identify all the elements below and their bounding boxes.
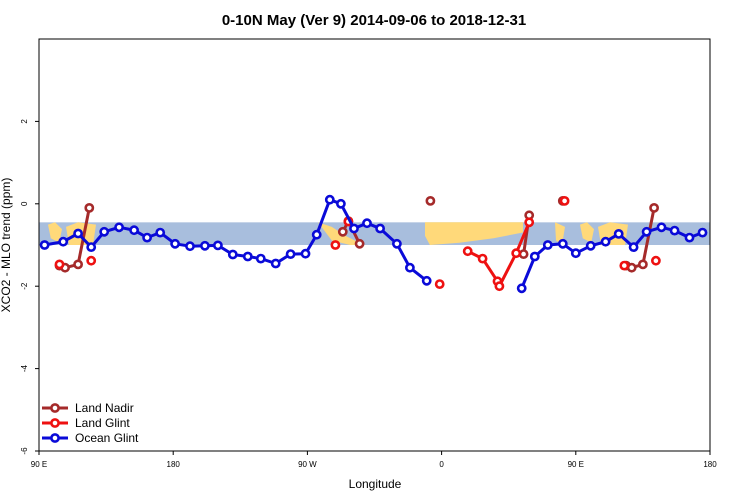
data-point	[155, 227, 166, 238]
data-point	[559, 195, 570, 206]
series-line	[44, 198, 428, 282]
data-point	[199, 240, 210, 251]
series-layer	[39, 194, 708, 294]
ocean-band	[39, 222, 710, 245]
data-point	[330, 240, 341, 250]
data-point	[404, 262, 415, 273]
data-point	[86, 242, 97, 252]
data-point	[462, 246, 473, 257]
legend-label: Land Nadir	[75, 401, 134, 415]
legend-item: Land Glint	[42, 416, 130, 430]
data-point	[619, 260, 630, 271]
data-point	[684, 232, 695, 243]
data-point	[270, 258, 281, 269]
data-point	[529, 251, 540, 262]
data-point	[129, 225, 139, 236]
y-axis-ticks: -6 -4 -2 0 2	[20, 119, 39, 455]
data-point	[516, 283, 527, 294]
data-point	[39, 240, 50, 250]
x-tick-label: 90 W	[298, 460, 317, 469]
data-point	[638, 259, 648, 270]
legend-item: Land Nadir	[42, 401, 134, 415]
y-tick-label: -2	[20, 282, 29, 290]
data-point	[557, 238, 568, 249]
chart-title: 0-10N May (Ver 9) 2014-09-06 to 2018-12-…	[222, 12, 526, 29]
data-point	[524, 217, 535, 228]
data-point	[600, 236, 611, 247]
y-tick-label: -6	[20, 447, 29, 455]
data-point	[375, 223, 385, 234]
data-point	[324, 194, 335, 205]
land-sumatra-2	[580, 222, 594, 243]
x-axis-ticks: 90 E 180 90 W 0 90 E 180	[31, 451, 717, 469]
data-point	[613, 228, 624, 239]
x-tick-label: 0	[439, 460, 444, 469]
data-point	[99, 226, 110, 237]
legend-item: Ocean Glint	[42, 431, 139, 445]
x-tick-label: 180	[703, 460, 717, 469]
data-point	[354, 238, 365, 249]
data-point	[73, 228, 83, 239]
data-point	[337, 226, 348, 237]
legend-swatch-marker	[50, 433, 60, 443]
plot-frame	[38, 38, 711, 452]
data-point	[391, 238, 402, 249]
data-point	[285, 249, 296, 259]
data-point	[185, 241, 195, 252]
data-point	[585, 240, 596, 251]
x-axis-label: Longitude	[349, 477, 402, 491]
data-point	[54, 259, 65, 270]
data-point	[434, 279, 445, 289]
legend-swatch-marker	[50, 418, 60, 428]
data-point	[114, 222, 124, 233]
data-point	[656, 222, 667, 233]
data-point	[349, 223, 359, 234]
legend-label: Ocean Glint	[75, 431, 139, 445]
x-tick-label: 180	[167, 460, 181, 469]
data-point	[477, 253, 488, 264]
data-point	[86, 255, 97, 266]
data-point	[58, 236, 69, 247]
y-tick-label: -4	[20, 364, 29, 372]
y-axis-label: XCO2 - MLO trend (ppm)	[0, 178, 13, 313]
data-point	[84, 202, 95, 213]
data-point	[255, 253, 266, 264]
data-point	[335, 198, 346, 209]
data-point	[73, 259, 83, 270]
data-point	[651, 255, 661, 266]
data-point	[570, 248, 581, 259]
data-point	[542, 240, 553, 250]
data-point	[669, 225, 680, 236]
data-point	[362, 218, 372, 229]
data-point	[300, 248, 311, 259]
data-point	[227, 249, 238, 260]
legend-swatch-marker	[50, 403, 60, 413]
data-point	[494, 281, 505, 292]
data-point	[649, 202, 659, 213]
x-tick-label: 90 E	[31, 460, 47, 469]
data-point	[142, 232, 152, 243]
y-tick-label: 2	[20, 119, 29, 124]
data-point	[242, 251, 253, 262]
data-point	[628, 242, 639, 252]
data-point	[170, 238, 180, 249]
data-point	[697, 227, 708, 238]
data-point	[311, 229, 322, 240]
data-point	[212, 240, 223, 251]
y-tick-label: 0	[20, 201, 29, 206]
legend-label: Land Glint	[75, 416, 130, 430]
data-point	[641, 226, 652, 237]
series-land-glint	[54, 195, 661, 292]
x-tick-label: 90 E	[568, 460, 584, 469]
data-point	[518, 249, 529, 259]
land-south-america-africa	[425, 222, 523, 245]
series-ocean-glint	[39, 194, 708, 294]
data-point	[425, 195, 436, 206]
data-point	[511, 248, 522, 259]
land-sumatra	[48, 222, 62, 243]
data-point	[421, 275, 432, 286]
